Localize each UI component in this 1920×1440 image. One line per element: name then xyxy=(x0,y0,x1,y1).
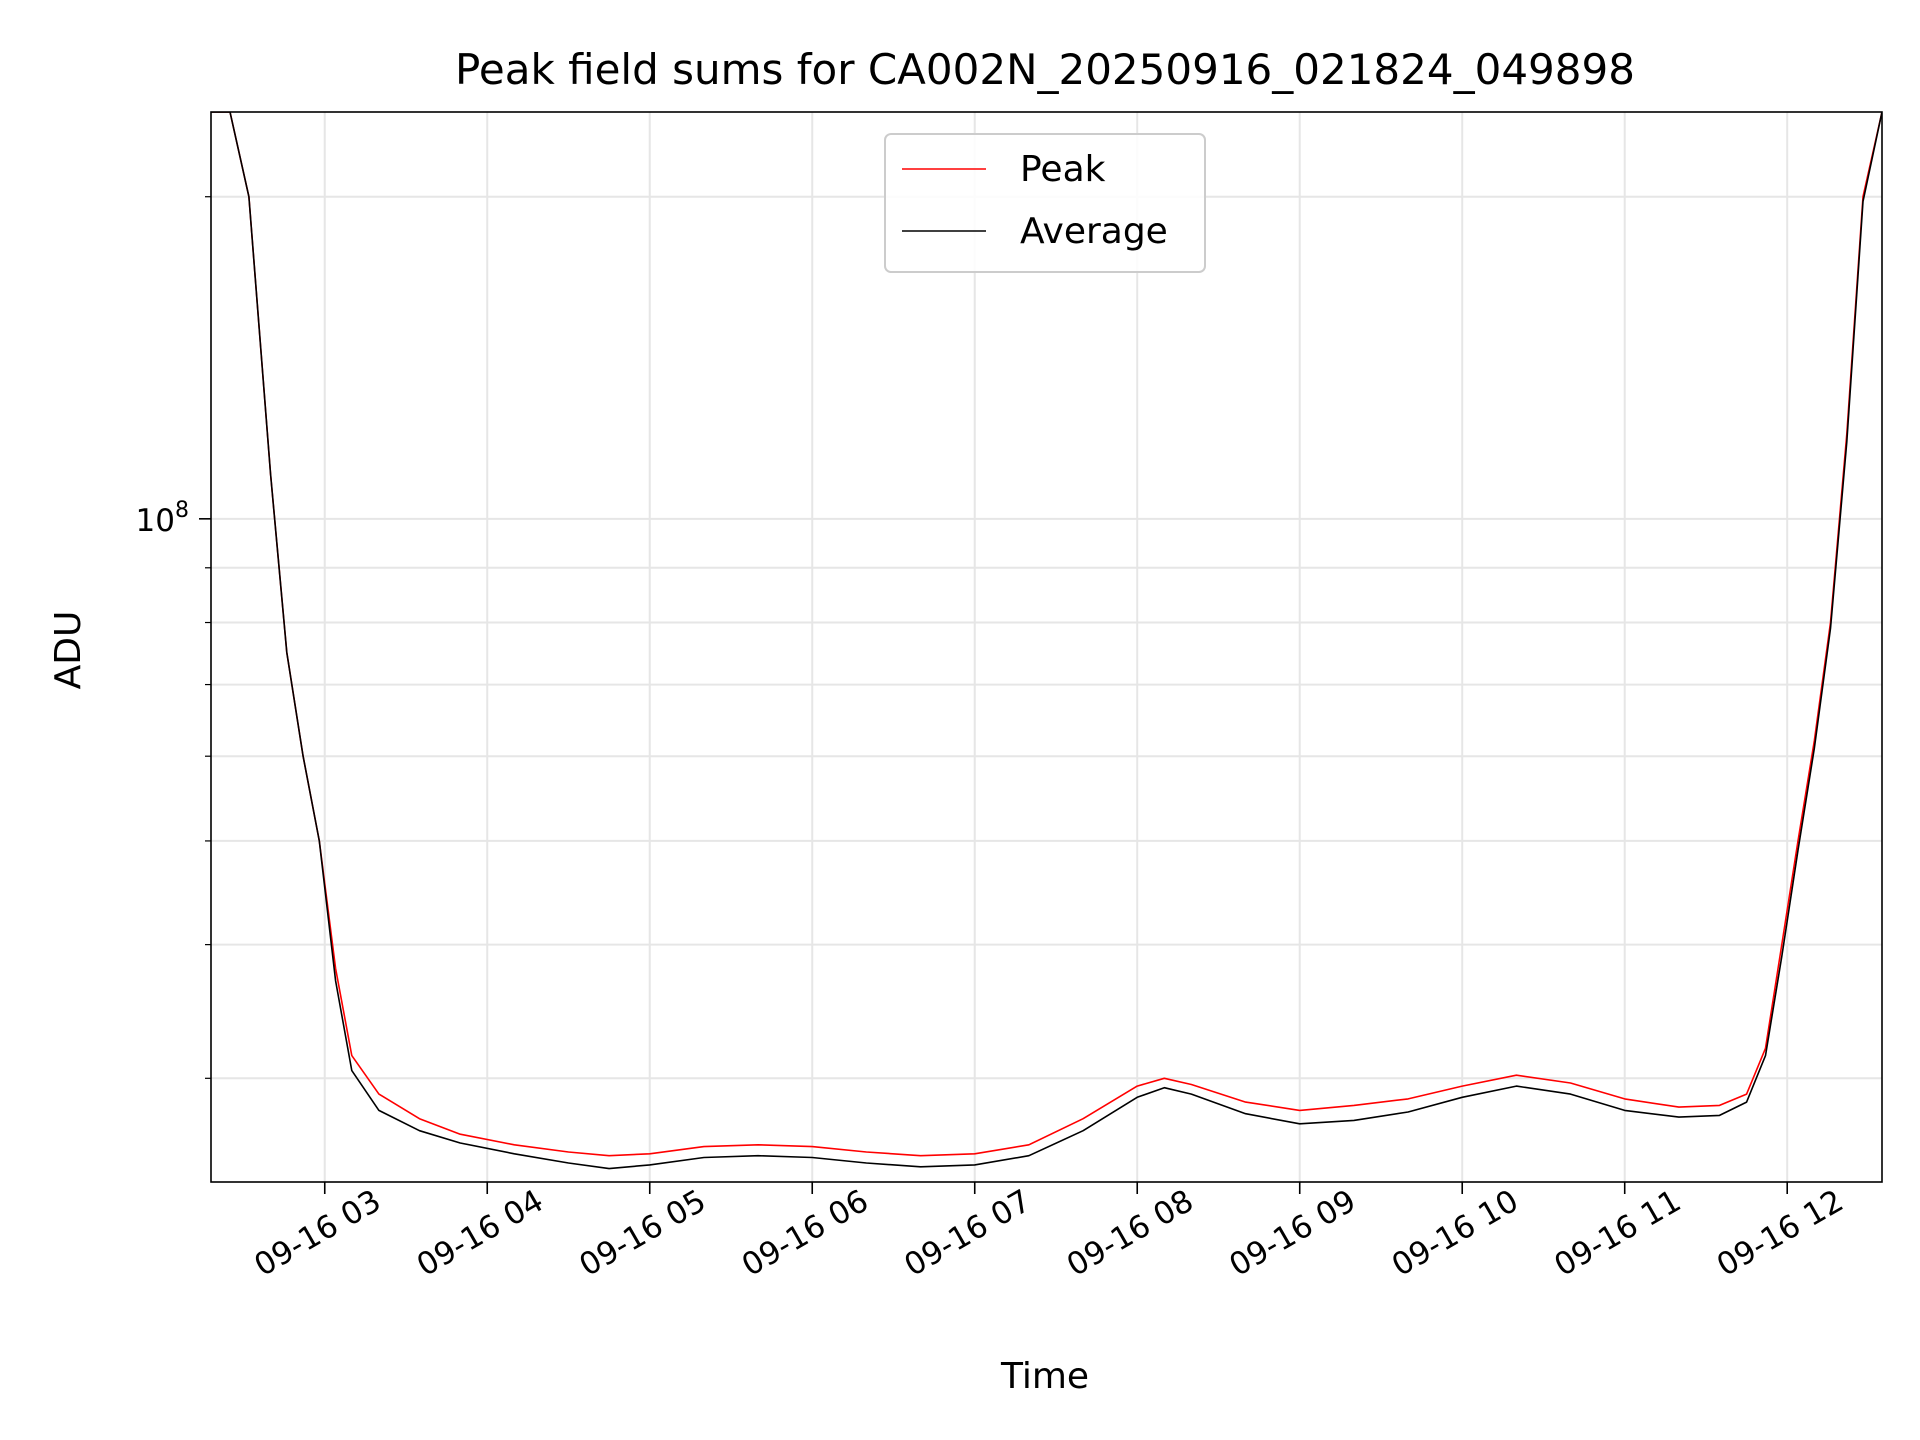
chart-title: Peak field sums for CA002N_20250916_0218… xyxy=(455,45,1635,94)
y-tick-label: 108 xyxy=(136,498,189,539)
y-axis-label: ADU xyxy=(48,611,89,690)
legend-label-peak: Peak xyxy=(1020,149,1106,190)
plot-frame xyxy=(210,111,1883,1183)
x-axis-label: Time xyxy=(1000,1356,1089,1397)
series-group xyxy=(211,112,1882,1170)
legend: Peak Average xyxy=(884,133,1206,273)
series-line-average xyxy=(211,112,1882,1170)
grid xyxy=(211,112,1882,1182)
series-line-peak xyxy=(211,112,1882,1157)
legend-label-average: Average xyxy=(1020,211,1168,252)
